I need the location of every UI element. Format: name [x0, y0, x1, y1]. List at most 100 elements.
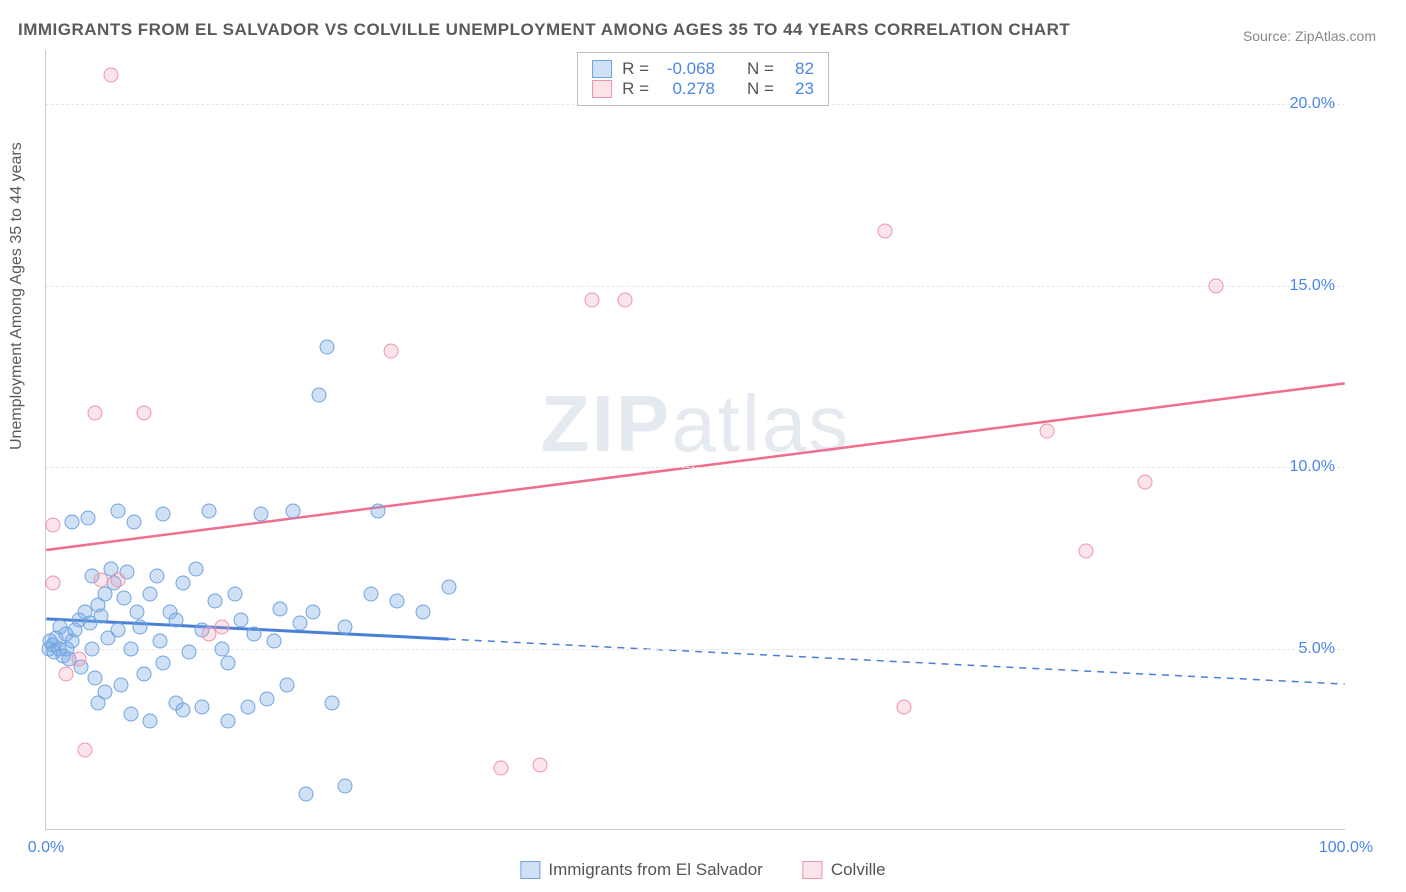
- y-tick-label: 20.0%: [1290, 95, 1335, 113]
- data-point: [370, 503, 385, 518]
- trendline-dashed: [449, 639, 1345, 684]
- plot-area: ZIPatlas 5.0%10.0%15.0%20.0%0.0%100.0%: [45, 50, 1345, 830]
- data-point: [110, 623, 125, 638]
- data-point: [1040, 423, 1055, 438]
- data-point: [1209, 278, 1224, 293]
- data-point: [123, 641, 138, 656]
- data-point: [533, 757, 548, 772]
- data-point: [143, 714, 158, 729]
- data-point: [260, 692, 275, 707]
- legend-label-2: Colville: [831, 860, 886, 880]
- trendlines-layer: [46, 50, 1345, 829]
- data-point: [175, 703, 190, 718]
- data-point: [338, 619, 353, 634]
- data-point: [221, 656, 236, 671]
- data-point: [227, 587, 242, 602]
- data-point: [58, 667, 73, 682]
- data-point: [182, 645, 197, 660]
- data-point: [585, 293, 600, 308]
- data-point: [273, 601, 288, 616]
- data-point: [93, 572, 108, 587]
- data-point: [45, 576, 60, 591]
- data-point: [325, 696, 340, 711]
- data-point: [195, 699, 210, 714]
- x-tick-label: 100.0%: [1319, 839, 1373, 857]
- data-point: [110, 503, 125, 518]
- data-point: [78, 743, 93, 758]
- data-point: [65, 514, 80, 529]
- data-point: [266, 634, 281, 649]
- data-point: [364, 587, 379, 602]
- data-point: [214, 619, 229, 634]
- data-point: [416, 605, 431, 620]
- data-point: [240, 699, 255, 714]
- data-point: [221, 714, 236, 729]
- swatch-pink-icon: [803, 861, 823, 879]
- data-point: [299, 786, 314, 801]
- gridline: [46, 467, 1345, 468]
- y-tick-label: 15.0%: [1290, 277, 1335, 295]
- stats-r-label: R =: [622, 59, 649, 79]
- data-point: [136, 667, 151, 682]
- data-point: [175, 576, 190, 591]
- y-axis-label: Unemployment Among Ages 35 to 44 years: [8, 142, 26, 450]
- source-label: Source: ZipAtlas.com: [1243, 28, 1376, 44]
- swatch-pink-icon: [592, 80, 612, 98]
- data-point: [383, 344, 398, 359]
- watermark: ZIPatlas: [541, 378, 850, 470]
- data-point: [88, 670, 103, 685]
- data-point: [132, 619, 147, 634]
- stats-r-value-1: -0.068: [659, 59, 715, 79]
- stats-row-2: R = 0.278 N = 23: [592, 79, 814, 99]
- data-point: [292, 616, 307, 631]
- data-point: [45, 518, 60, 533]
- data-point: [338, 779, 353, 794]
- data-point: [442, 579, 457, 594]
- swatch-blue-icon: [592, 60, 612, 78]
- legend-item-2: Colville: [803, 860, 886, 880]
- data-point: [153, 634, 168, 649]
- data-point: [110, 572, 125, 587]
- gridline: [46, 286, 1345, 287]
- data-point: [123, 706, 138, 721]
- data-point: [208, 594, 223, 609]
- data-point: [1137, 474, 1152, 489]
- data-point: [130, 605, 145, 620]
- data-point: [97, 685, 112, 700]
- data-point: [253, 507, 268, 522]
- data-point: [136, 405, 151, 420]
- data-point: [494, 761, 509, 776]
- data-point: [305, 605, 320, 620]
- data-point: [390, 594, 405, 609]
- stats-n-value-1: 82: [784, 59, 814, 79]
- data-point: [149, 569, 164, 584]
- data-point: [93, 608, 108, 623]
- data-point: [286, 503, 301, 518]
- series-legend: Immigrants from El Salvador Colville: [520, 860, 885, 880]
- stats-n-value-2: 23: [784, 79, 814, 99]
- data-point: [88, 405, 103, 420]
- data-point: [104, 68, 119, 83]
- watermark-bold: ZIP: [541, 379, 671, 468]
- data-point: [127, 514, 142, 529]
- data-point: [84, 641, 99, 656]
- data-point: [188, 561, 203, 576]
- data-point: [143, 587, 158, 602]
- data-point: [80, 511, 95, 526]
- gridline: [46, 649, 1345, 650]
- stats-legend: R = -0.068 N = 82 R = 0.278 N = 23: [577, 52, 829, 106]
- x-tick-label: 0.0%: [28, 839, 64, 857]
- data-point: [247, 627, 262, 642]
- stats-row-1: R = -0.068 N = 82: [592, 59, 814, 79]
- data-point: [156, 656, 171, 671]
- data-point: [897, 699, 912, 714]
- data-point: [617, 293, 632, 308]
- data-point: [156, 507, 171, 522]
- watermark-light: atlas: [671, 379, 850, 468]
- data-point: [312, 387, 327, 402]
- chart-title: IMMIGRANTS FROM EL SALVADOR VS COLVILLE …: [18, 20, 1070, 40]
- swatch-blue-icon: [520, 861, 540, 879]
- legend-item-1: Immigrants from El Salvador: [520, 860, 762, 880]
- data-point: [71, 652, 86, 667]
- data-point: [234, 612, 249, 627]
